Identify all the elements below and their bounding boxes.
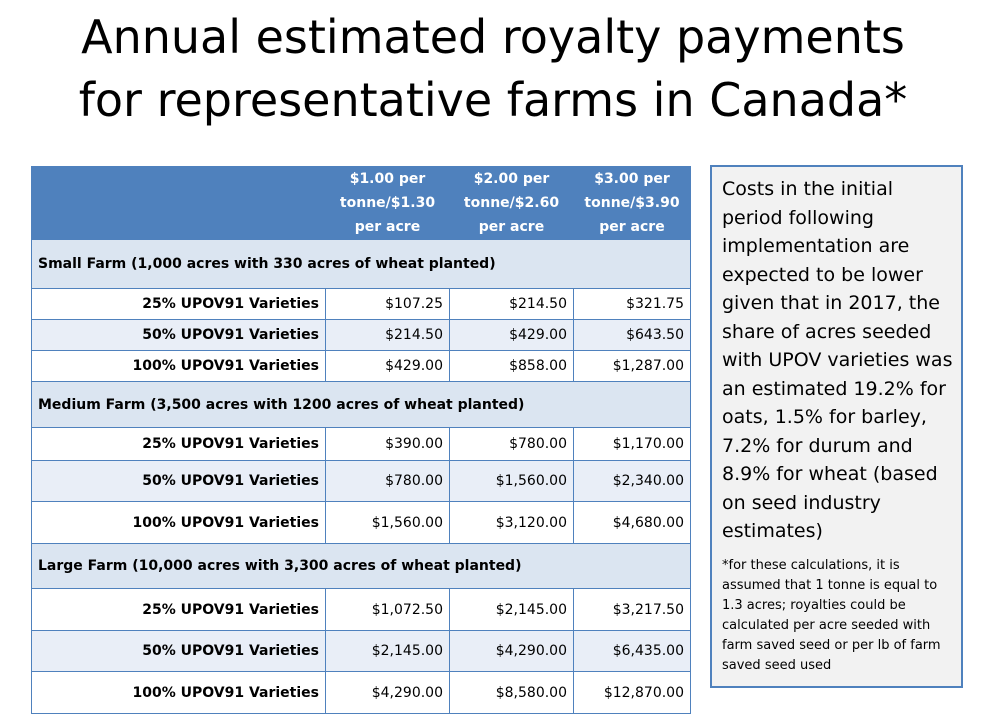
row-label: 25% UPOV91 Varieties	[31, 288, 326, 320]
header-corner-cell	[31, 166, 326, 240]
table-cell: $321.75	[573, 288, 691, 320]
table-header-row: $1.00 per tonne/$1.30 per acre $2.00 per…	[31, 166, 691, 240]
table-cell: $429.00	[449, 319, 574, 351]
table-cell: $214.50	[325, 319, 450, 351]
table-cell: $214.50	[449, 288, 574, 320]
row-label: 50% UPOV91 Varieties	[31, 630, 326, 672]
slide-title: Annual estimated royalty payments for re…	[0, 6, 986, 132]
table-cell: $858.00	[449, 350, 574, 382]
column-header: $1.00 per tonne/$1.30 per acre	[325, 166, 450, 240]
table-row: 50% UPOV91 Varieties $2,145.00 $4,290.00…	[31, 630, 691, 672]
table-cell: $780.00	[325, 460, 450, 502]
row-label: 25% UPOV91 Varieties	[31, 588, 326, 631]
table-cell: $429.00	[325, 350, 450, 382]
table-cell: $6,435.00	[573, 630, 691, 672]
column-header: $2.00 per tonne/$2.60 per acre	[449, 166, 574, 240]
table-cell: $390.00	[325, 427, 450, 461]
table-row: 50% UPOV91 Varieties $214.50 $429.00 $64…	[31, 319, 691, 351]
group-label: Large Farm (10,000 acres with 3,300 acre…	[31, 543, 691, 589]
table-cell: $4,290.00	[449, 630, 574, 672]
table-cell: $1,287.00	[573, 350, 691, 382]
table-cell: $1,560.00	[449, 460, 574, 502]
table-cell: $4,290.00	[325, 671, 450, 714]
table-cell: $8,580.00	[449, 671, 574, 714]
row-label: 25% UPOV91 Varieties	[31, 427, 326, 461]
note-box: Costs in the initial period following im…	[710, 165, 963, 688]
title-line-2: for representative farms in Canada*	[78, 73, 908, 127]
table-cell: $1,560.00	[325, 501, 450, 544]
group-label: Medium Farm (3,500 acres with 1200 acres…	[31, 381, 691, 428]
table-cell: $1,072.50	[325, 588, 450, 631]
group-row-small-farm: Small Farm (1,000 acres with 330 acres o…	[31, 239, 691, 289]
table-row: 25% UPOV91 Varieties $107.25 $214.50 $32…	[31, 288, 691, 320]
table-row: 100% UPOV91 Varieties $1,560.00 $3,120.0…	[31, 501, 691, 544]
table-cell: $1,170.00	[573, 427, 691, 461]
row-label: 50% UPOV91 Varieties	[31, 460, 326, 502]
group-label: Small Farm (1,000 acres with 330 acres o…	[31, 239, 691, 289]
table-row: 100% UPOV91 Varieties $4,290.00 $8,580.0…	[31, 671, 691, 714]
table-cell: $2,145.00	[325, 630, 450, 672]
table-cell: $2,145.00	[449, 588, 574, 631]
table-row: 25% UPOV91 Varieties $390.00 $780.00 $1,…	[31, 427, 691, 461]
table-cell: $643.50	[573, 319, 691, 351]
table-cell: $3,120.00	[449, 501, 574, 544]
row-label: 50% UPOV91 Varieties	[31, 319, 326, 351]
column-header: $3.00 per tonne/$3.90 per acre	[573, 166, 691, 240]
table-row: 100% UPOV91 Varieties $429.00 $858.00 $1…	[31, 350, 691, 382]
row-label: 100% UPOV91 Varieties	[31, 350, 326, 382]
note-body: Costs in the initial period following im…	[722, 178, 953, 542]
table-cell: $4,680.00	[573, 501, 691, 544]
table-cell: $3,217.50	[573, 588, 691, 631]
table-cell: $780.00	[449, 427, 574, 461]
table-row: 25% UPOV91 Varieties $1,072.50 $2,145.00…	[31, 588, 691, 631]
table-cell: $12,870.00	[573, 671, 691, 714]
note-footnote: *for these calculations, it is assumed t…	[722, 557, 941, 673]
row-label: 100% UPOV91 Varieties	[31, 671, 326, 714]
table-cell: $107.25	[325, 288, 450, 320]
table-row: 50% UPOV91 Varieties $780.00 $1,560.00 $…	[31, 460, 691, 502]
row-label: 100% UPOV91 Varieties	[31, 501, 326, 544]
royalty-table: $1.00 per tonne/$1.30 per acre $2.00 per…	[31, 166, 691, 714]
table-cell: $2,340.00	[573, 460, 691, 502]
group-row-medium-farm: Medium Farm (3,500 acres with 1200 acres…	[31, 381, 691, 428]
group-row-large-farm: Large Farm (10,000 acres with 3,300 acre…	[31, 543, 691, 589]
title-line-1: Annual estimated royalty payments	[81, 10, 905, 64]
